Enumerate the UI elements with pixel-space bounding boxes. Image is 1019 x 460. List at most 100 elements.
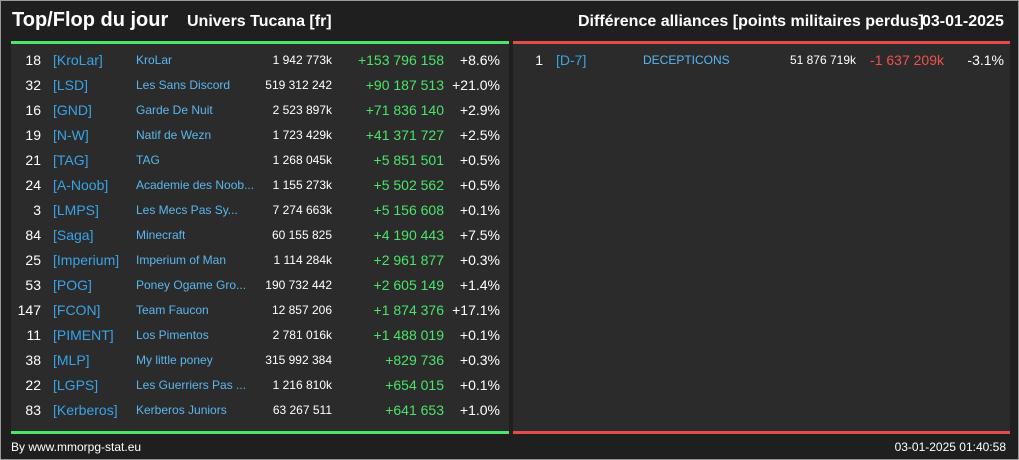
top-panel: 18 [KroLar] KroLar 1 942 773k +153 796 158 +8… [11,41,509,434]
diff-cell: -1 637 209k [870,52,944,68]
alliance-name-link[interactable]: DECEPTICONS [643,53,730,67]
diff-cell: +1 874 376 [373,302,444,318]
alliance-tag-link[interactable]: [Imperium] [53,252,120,268]
percent-cell: +7.5% [459,227,500,243]
percent-cell: +0.3% [459,252,500,268]
diff-cell: +2 605 149 [373,277,444,293]
percent-cell: +17.1% [452,302,500,318]
diff-cell: +90 187 513 [365,77,444,93]
alliance-tag-link[interactable]: [MLP] [53,352,90,368]
diff-cell: +4 190 443 [373,227,444,243]
alliance-name-link[interactable]: Natif de Wezn [136,128,212,142]
alliance-tag-link[interactable]: [D-7] [556,52,587,68]
alliance-tag-link[interactable]: [N-W] [53,127,89,143]
rank-cell: 3 [33,202,41,218]
alliance-name-link[interactable]: Los Pimentos [136,328,209,342]
rank-cell: 18 [25,52,41,68]
points-cell: 519 312 242 [265,78,332,92]
table-row: 53 [POG] Poney Ogame Gro... 190 732 442 +2 6… [11,273,509,298]
alliance-tag-link[interactable]: [Kerberos] [53,402,118,418]
points-cell: 190 732 442 [265,278,332,292]
percent-cell: -3.1% [967,52,1004,68]
points-cell: 60 155 825 [271,228,332,242]
points-cell: 1 216 810k [272,378,332,392]
points-cell: 2 523 897k [272,103,332,117]
rank-cell: 24 [25,177,41,193]
diff-cell: +829 736 [385,352,444,368]
date-label: 03-01-2025 [922,13,1004,30]
generated-timestamp: 03-01-2025 01:40:58 [894,440,1006,454]
alliance-tag-link[interactable]: [PIMENT] [53,327,114,343]
alliance-tag-link[interactable]: [LMPS] [53,202,99,218]
rank-cell: 16 [25,102,41,118]
alliance-name-link[interactable]: Academie des Noob... [136,178,255,192]
alliance-name-link[interactable]: Team Faucon [136,303,209,317]
flop-accent-bar-bottom [513,431,1010,434]
diff-cell: +71 836 140 [365,102,444,118]
source-credit: By www.mmorpg-stat.eu [11,440,142,454]
table-row: 19 [N-W] Natif de Wezn 1 723 429k +41 371 72… [11,123,509,148]
rank-cell: 25 [25,252,41,268]
alliance-tag-link[interactable]: [LSD] [53,77,89,93]
rank-cell: 22 [25,377,41,393]
table-row: 22 [LGPS] Les Guerriers Pas ... 1 216 810k +… [11,373,509,398]
percent-cell: +0.5% [459,177,500,193]
percent-cell: +8.6% [459,52,500,68]
universe-label: Univers Tucana [fr] [187,13,332,30]
rank-cell: 53 [25,277,41,293]
percent-cell: +2.9% [459,102,500,118]
diff-cell: +654 015 [385,377,444,393]
table-row: 25 [Imperium] Imperium of Man 1 114 284k +2 … [11,248,509,273]
alliance-tag-link[interactable]: [TAG] [53,152,89,168]
alliance-name-link[interactable]: TAG [136,153,160,167]
diff-cell: +1 488 019 [373,327,444,343]
alliance-tag-link[interactable]: [Saga] [53,227,94,243]
alliance-tag-link[interactable]: [A-Noob] [53,177,109,193]
points-cell: 1 723 429k [272,128,332,142]
points-cell: 1 155 273k [272,178,332,192]
points-cell: 2 781 016k [272,328,332,342]
alliance-name-link[interactable]: Garde De Nuit [136,103,213,117]
table-row: 83 [Kerberos] Kerberos Juniors 63 267 511 +6… [11,398,509,423]
page-title: Top/Flop du jour [12,9,169,31]
diff-cell: +41 371 727 [365,127,444,143]
table-row: 84 [Saga] Minecraft 60 155 825 +4 190 443 +7.… [11,223,509,248]
percent-cell: +21.0% [452,77,500,93]
rank-cell: 84 [25,227,41,243]
alliance-name-link[interactable]: My little poney [136,353,213,367]
percent-cell: +1.0% [459,402,500,418]
alliance-tag-link[interactable]: [POG] [53,277,92,293]
alliance-tag-link[interactable]: [GND] [53,102,92,118]
alliance-name-link[interactable]: Les Mecs Pas Sy... [136,203,238,217]
rank-cell: 21 [25,152,41,168]
diff-cell: +641 653 [385,402,444,418]
rank-cell: 1 [535,52,543,68]
rank-cell: 11 [26,327,41,343]
rank-cell: 38 [25,352,41,368]
diff-cell: +5 502 562 [373,177,444,193]
rank-cell: 32 [25,77,41,93]
alliance-name-link[interactable]: Imperium of Man [136,253,227,267]
table-row: 24 [A-Noob] Academie des Noob... 1 155 273k… [11,173,509,198]
points-cell: 1 942 773k [272,53,332,67]
points-cell: 1 114 284k [273,253,333,267]
points-cell: 1 268 045k [272,153,332,167]
rank-cell: 83 [25,402,41,418]
alliance-tag-link[interactable]: [LGPS] [53,377,99,393]
percent-cell: +0.5% [459,152,500,168]
alliance-name-link[interactable]: KroLar [136,53,173,67]
top-accent-bar-bottom [11,431,509,434]
percent-cell: +0.3% [459,352,500,368]
alliance-name-link[interactable]: Poney Ogame Gro... [136,278,247,292]
diff-cell: +153 796 158 [357,52,444,68]
table-row: 147 [FCON] Team Faucon 12 857 206 +1 874 376… [11,298,509,323]
alliance-tag-link[interactable]: [FCON] [53,302,101,318]
alliance-name-link[interactable]: Les Sans Discord [136,78,231,92]
table-row: 16 [GND] Garde De Nuit 2 523 897k +71 836 14… [11,98,509,123]
alliance-name-link[interactable]: Minecraft [136,228,186,242]
alliance-name-link[interactable]: Kerberos Juniors [136,403,227,417]
table-row: 21 [TAG] TAG 1 268 045k +5 851 501 +0.5% [11,148,509,173]
alliance-tag-link[interactable]: [KroLar] [53,52,103,68]
alliance-name-link[interactable]: Les Guerriers Pas ... [136,378,247,392]
